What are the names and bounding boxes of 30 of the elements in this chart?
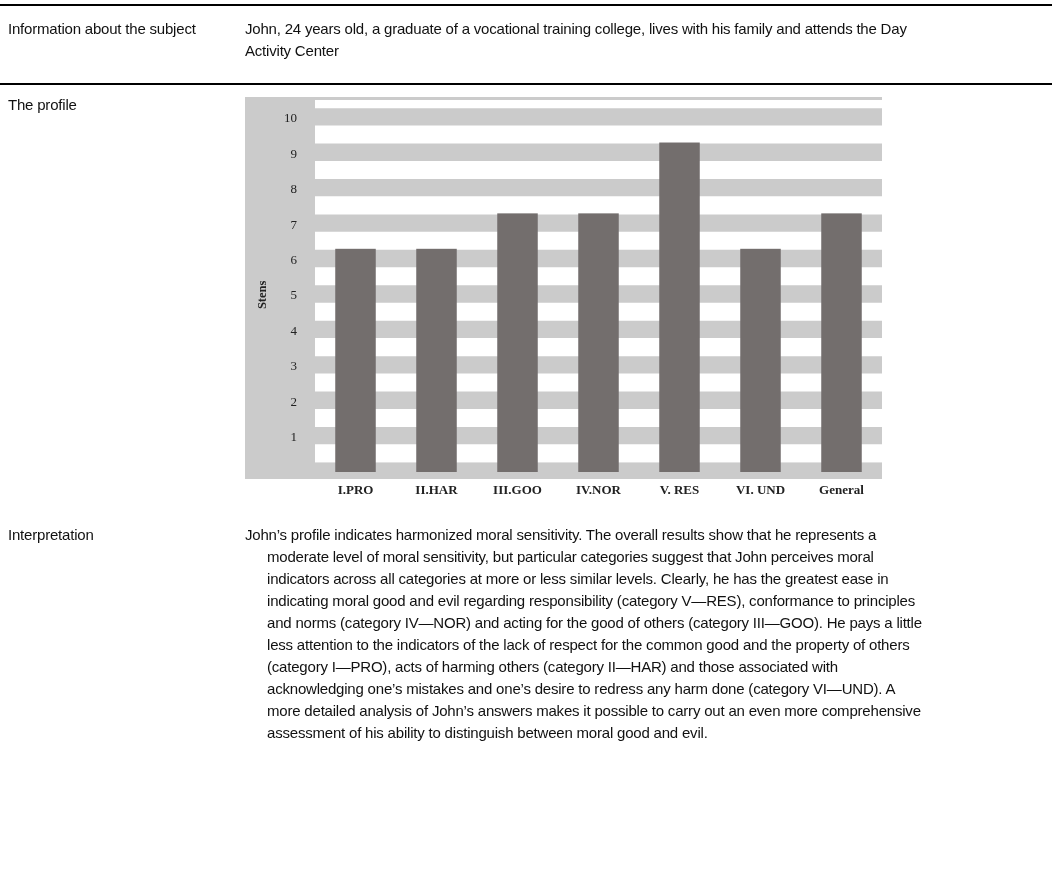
y-tick-label: 3	[290, 358, 297, 374]
bar	[335, 248, 376, 472]
y-tick-label: 10	[284, 110, 297, 126]
bar	[578, 213, 619, 472]
x-tick-label: III.GOO	[493, 482, 542, 497]
y-tick-label: 9	[290, 145, 297, 161]
bar	[497, 213, 538, 472]
bar	[740, 248, 781, 472]
y-tick-label: 8	[290, 181, 297, 197]
text: Interpretation	[8, 525, 95, 545]
text: John, 24 years old, a graduate of a vocational training college, lives with his family and attends the Day Activity Center	[245, 19, 908, 61]
x-tick-label: VI. UND	[735, 482, 786, 497]
x-tick-label: General	[819, 482, 865, 497]
text: The profile	[8, 95, 78, 115]
y-tick-label: 7	[290, 216, 298, 232]
bar	[659, 142, 700, 472]
y-tick-label: 1	[290, 429, 297, 445]
y-axis-title: Stens	[255, 280, 269, 310]
y-tick-label: 5	[290, 287, 297, 303]
x-tick-label: II.HAR	[415, 482, 459, 497]
x-tick-label: IV.NOR	[576, 482, 622, 497]
text: Information about the subject	[8, 19, 197, 39]
text: John’s profile indicates harmonized moral sensitivity. The overall results show that he represents a moderate level of moral sensitivity, but particular categories suggest that John perceives moral indicators across all categories at more or less similar levels. Clearly, he has the greatest ease in indicating moral good and evil regarding responsibility (category V—RES), conformance to principles and norms (category IV—NOR) and acting for the good of others (category III—GOO). He pays a little less attention to the indicators of the lack of respect for the common good and the property of others (category I—PRO), acts of harming others (category II—HAR) and those associated with acknowledging one’s mistakes and one’s desire to redress any harm done (category VI—UND). A more detailed analysis of John’s answers makes it possible to carry out an even more comprehensive assessment of his ability to distinguish between moral good and evil.	[245, 526, 922, 741]
bar	[416, 248, 457, 472]
x-tick-label: V. RES	[659, 482, 700, 497]
y-tick-label: 4	[290, 322, 298, 338]
bar	[821, 213, 862, 472]
y-tick-label: 2	[290, 393, 297, 409]
x-tick-label: I.PRO	[337, 482, 374, 497]
y-tick-label: 6	[290, 251, 298, 267]
